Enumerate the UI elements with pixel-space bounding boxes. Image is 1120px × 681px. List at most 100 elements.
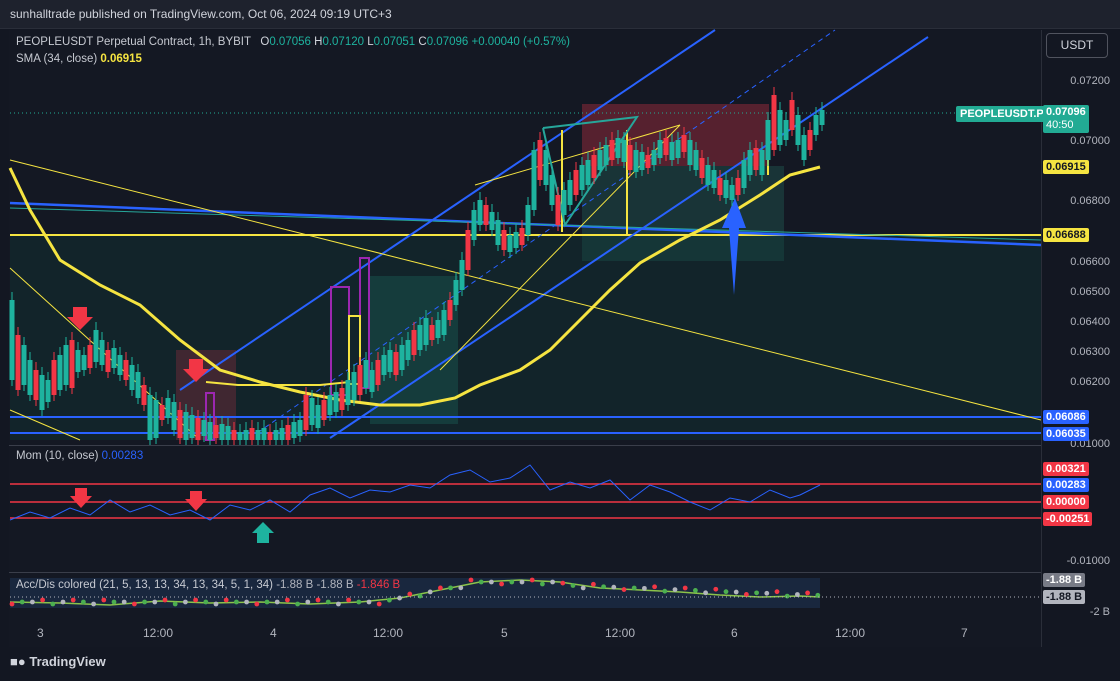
acc-dot <box>468 577 474 583</box>
acc-dot <box>9 601 15 607</box>
tradingview-brand[interactable]: ■● TradingView <box>10 654 106 669</box>
sma-label: SMA (34, close) <box>16 53 98 65</box>
time-axis[interactable]: 3 12:00 4 12:00 5 12:00 6 12:00 7 <box>9 622 1041 644</box>
candle-body <box>471 210 477 240</box>
candle-body <box>465 230 471 270</box>
candle-body <box>759 150 765 175</box>
candle-body <box>357 365 363 395</box>
acc-dot <box>30 599 35 605</box>
mom-tag-current: 0.00283 <box>1043 478 1089 492</box>
acc-dot <box>682 585 688 591</box>
candle-body <box>267 432 273 440</box>
acc-dot <box>356 599 362 605</box>
acc-dot <box>40 597 45 603</box>
acc-dot <box>458 585 464 591</box>
candle-body <box>189 415 195 438</box>
acc-dot <box>19 599 25 605</box>
h-value: 0.07120 <box>322 36 365 48</box>
price-tick: 0.06400 <box>1070 316 1110 328</box>
acc-dot <box>580 585 586 591</box>
yellow-diag-left <box>9 409 81 441</box>
candle-body <box>735 178 741 195</box>
candle-body <box>255 430 261 440</box>
time-tick: 3 <box>37 626 44 640</box>
time-tick: 12:00 <box>835 626 866 640</box>
acc-dot <box>50 601 56 607</box>
acc-dot <box>662 588 668 594</box>
candle-body <box>339 388 345 410</box>
candle-body <box>63 345 69 385</box>
candle-body <box>201 420 207 436</box>
l-label: L <box>367 36 374 48</box>
green-zone-lower <box>10 235 1042 440</box>
candle-body <box>543 150 549 185</box>
candle-body <box>585 160 591 185</box>
candle-body <box>507 235 513 252</box>
price-tick: 0.06200 <box>1070 376 1110 388</box>
price-tick: 0.07200 <box>1070 75 1110 87</box>
candle-body <box>603 145 609 165</box>
acc-dot <box>305 599 311 605</box>
candle-body <box>177 410 183 438</box>
candle-body <box>51 360 57 395</box>
acc-dot <box>550 579 555 585</box>
candle-body <box>363 360 369 388</box>
acc-v1: -1.88 B <box>276 579 314 591</box>
mom-legend[interactable]: Mom (10, close) 0.00283 <box>16 450 143 462</box>
candle-body <box>711 170 717 188</box>
acc-dot <box>519 579 525 585</box>
acc-dot <box>315 597 321 603</box>
acc-dot <box>560 580 566 586</box>
mom-line <box>9 464 821 521</box>
channel-upper <box>179 29 716 391</box>
candle-body <box>813 115 819 135</box>
candle-body <box>249 428 255 440</box>
candle-body <box>141 385 147 405</box>
candle-body <box>387 350 393 372</box>
acc-dot <box>407 591 413 597</box>
mom-panel[interactable] <box>9 445 1041 573</box>
acc-dot <box>244 599 250 605</box>
c-value: 0.07096 <box>426 36 469 48</box>
sma-legend[interactable]: SMA (34, close) 0.06915 <box>16 53 142 65</box>
currency-button[interactable]: USDT <box>1046 33 1108 58</box>
acc-dot <box>366 599 372 605</box>
candle-body <box>819 110 825 125</box>
candle-body <box>273 430 279 440</box>
candle-body <box>567 180 573 205</box>
candle-body <box>345 380 351 405</box>
target-zone-green <box>582 166 784 261</box>
symbol-label[interactable]: PEOPLEUSDT Perpetual Contract, 1h, BYBIT <box>16 36 251 48</box>
h-label: H <box>314 36 323 48</box>
last-price: 0.07096 <box>1046 106 1086 118</box>
candle-body <box>393 352 399 375</box>
acc-dot <box>795 592 800 597</box>
mom-label: Mom (10, close) <box>16 450 99 462</box>
acc-dot <box>540 581 545 587</box>
candle-body <box>555 195 561 225</box>
candle-body <box>729 185 735 200</box>
acc-dot <box>499 581 504 587</box>
candle-body <box>93 330 99 362</box>
acc-dot <box>774 589 780 595</box>
candle-body <box>435 320 441 338</box>
candle-body <box>327 395 333 415</box>
candle-body <box>117 355 123 375</box>
time-tick: 4 <box>270 626 277 640</box>
acc-legend[interactable]: Acc/Dis colored (21, 5, 13, 13, 34, 13, … <box>16 579 400 591</box>
acc-dot <box>448 585 453 591</box>
candle-body <box>501 230 507 250</box>
candle-body <box>183 412 189 440</box>
candle-body <box>789 100 795 130</box>
candle-body <box>513 232 519 248</box>
acc-dot <box>601 584 606 590</box>
acc-panel[interactable] <box>9 572 1041 623</box>
candle-body <box>621 140 627 162</box>
chart-area[interactable] <box>9 30 1041 647</box>
candle-body <box>147 395 153 440</box>
acc-dot <box>570 583 576 588</box>
candle-body <box>633 150 639 172</box>
candle-body <box>489 212 495 230</box>
candle-body <box>417 325 423 350</box>
